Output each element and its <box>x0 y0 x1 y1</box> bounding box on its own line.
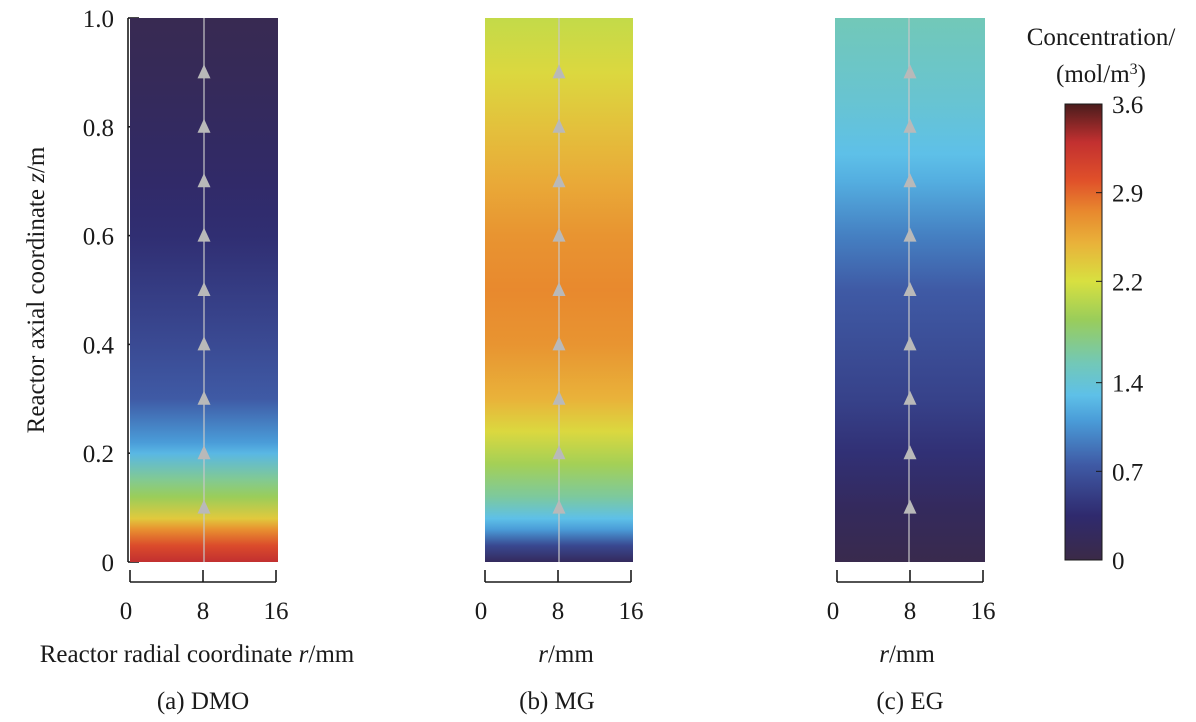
flow-arrow-icon <box>197 64 211 79</box>
colorbar-gradient <box>1064 103 1103 561</box>
flow-arrow-icon <box>197 390 211 405</box>
flow-arrows-dmo <box>197 64 211 514</box>
x-label-italic-mg: r <box>538 641 548 668</box>
caption-eg: (c) EG <box>876 688 943 715</box>
panel-mg: 0 8 16 r/mm (b) MG <box>475 18 644 715</box>
flow-arrow-icon <box>903 227 917 242</box>
flow-arrow-icon <box>903 336 917 351</box>
flow-arrow-icon <box>903 64 917 79</box>
x-tick-label: 0 <box>475 598 488 625</box>
flow-arrows-eg <box>903 64 917 514</box>
flow-arrow-icon <box>552 445 566 460</box>
flow-arrow-icon <box>197 282 211 296</box>
flow-arrow-icon <box>552 227 566 242</box>
colorbar-tick-label: 0 <box>1112 548 1125 575</box>
colorbar-tick-label: 2.9 <box>1112 181 1143 208</box>
flow-arrow-icon <box>903 390 917 405</box>
x-axis-dmo: 0 8 16 <box>120 570 289 625</box>
x-axis-label-mg: r/mm <box>538 641 594 668</box>
colorbar-title-line2: (mol/m3) <box>1056 61 1146 89</box>
y-axis-label-italic: z <box>23 173 50 184</box>
x-tick-label: 8 <box>552 598 565 625</box>
x-label-main-dmo: Reactor radial coordinate <box>40 641 299 668</box>
colorbar-tick-label: 2.2 <box>1112 269 1143 296</box>
x-label-italic-dmo: r <box>299 641 309 668</box>
x-tick-label: 16 <box>619 598 644 625</box>
colorbar-title-line1: Concentration/ <box>1027 24 1176 51</box>
x-tick-label: 16 <box>971 598 996 625</box>
colorbar: Concentration/ (mol/m3) 0 0.7 1.4 2.2 2.9 3.6 <box>1027 24 1176 575</box>
colorbar-unit-suffix: ) <box>1138 61 1146 88</box>
x-label-unit-mg: /mm <box>548 641 594 668</box>
x-axis-label-eg: r/mm <box>879 641 935 668</box>
colorbar-tick-label: 0.7 <box>1112 459 1143 486</box>
y-tick-label: 0 <box>102 550 115 577</box>
y-tick-label: 0.6 <box>83 224 114 251</box>
x-axis-eg: 0 8 16 <box>827 570 996 625</box>
y-tick-label: 0.4 <box>83 332 115 359</box>
flow-arrow-icon <box>197 336 211 351</box>
flow-arrow-icon <box>197 227 211 242</box>
flow-arrow-icon <box>903 445 917 460</box>
x-axis-label-dmo: Reactor radial coordinate r/mm <box>40 641 355 668</box>
x-label-unit-dmo: /mm <box>308 641 354 668</box>
x-tick-label: 8 <box>197 598 210 625</box>
flow-arrow-icon <box>903 499 917 514</box>
y-tick-label: 0.8 <box>83 115 114 142</box>
flow-arrow-icon <box>197 499 211 514</box>
flow-arrows-mg <box>552 64 566 514</box>
x-label-italic-eg: r <box>879 641 889 668</box>
y-axis: 0 0.2 0.4 0.6 0.8 1.0 Reactor axial coordinat… <box>23 6 139 577</box>
x-tick-label: 8 <box>904 598 917 625</box>
x-tick-label: 0 <box>120 598 133 625</box>
caption-dmo: (a) DMO <box>157 688 249 715</box>
colorbar-unit-sup: 3 <box>1130 61 1138 78</box>
panel-dmo: 0 8 16 Reactor radial coordinate r/mm (a) … <box>40 18 355 715</box>
y-axis-label: Reactor axial coordinate z/m <box>23 146 50 433</box>
flow-arrow-icon <box>903 118 917 133</box>
y-tick-label: 1.0 <box>83 6 114 33</box>
flow-arrow-icon <box>552 64 566 79</box>
caption-mg: (b) MG <box>519 688 595 715</box>
flow-arrow-icon <box>552 499 566 514</box>
x-tick-label: 0 <box>827 598 840 625</box>
flow-arrow-icon <box>197 173 211 188</box>
y-tick-label: 0.2 <box>83 441 114 468</box>
flow-arrow-icon <box>552 390 566 405</box>
flow-arrow-icon <box>903 282 917 296</box>
flow-arrow-icon <box>197 445 211 460</box>
x-label-unit-eg: /mm <box>889 641 935 668</box>
flow-arrow-icon <box>552 173 566 188</box>
flow-arrow-icon <box>197 118 211 133</box>
flow-arrow-icon <box>552 336 566 351</box>
x-axis-mg: 0 8 16 <box>475 570 644 625</box>
colorbar-tick-label: 1.4 <box>1112 371 1144 398</box>
y-axis-label-unit: /m <box>23 146 50 173</box>
flow-arrow-icon <box>552 282 566 296</box>
colorbar-unit-prefix: (mol/m <box>1056 61 1130 88</box>
flow-arrow-icon <box>903 173 917 188</box>
colorbar-ticks: 0 0.7 1.4 2.2 2.9 3.6 <box>1096 92 1144 575</box>
panel-eg: 0 8 16 r/mm (c) EG <box>827 18 996 715</box>
y-axis-label-main: Reactor axial coordinate <box>23 183 50 434</box>
flow-arrow-icon <box>552 118 566 133</box>
x-tick-label: 16 <box>264 598 289 625</box>
colorbar-tick-label: 3.6 <box>1112 92 1143 119</box>
